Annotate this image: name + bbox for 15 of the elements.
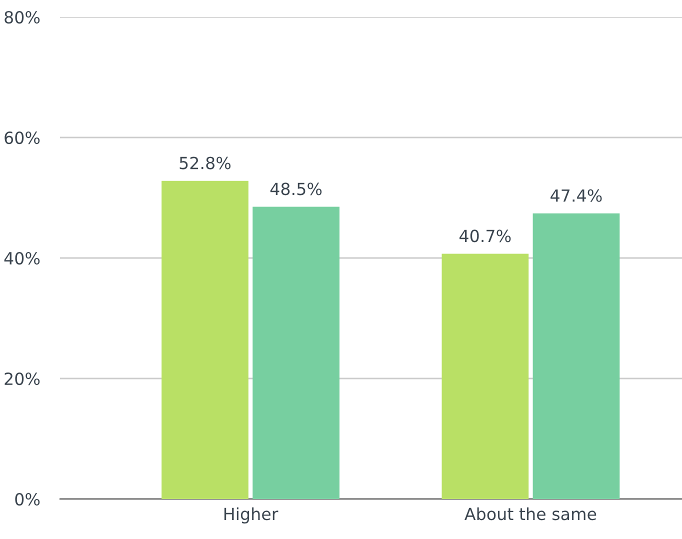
data-label: 52.8% [180,156,231,170]
bar [252,206,340,499]
x-tick-label: Higher [224,507,278,524]
y-tick-label: 40% [4,252,40,265]
bar [162,180,248,499]
data-label: 40.7% [460,230,511,242]
data-label: 48.5% [270,182,322,196]
y-tick-label: 60% [4,131,40,144]
x-tick-label: About the same [464,507,596,520]
y-tick-label: 20% [4,372,40,386]
bar [532,213,620,499]
data-label: 47.4% [550,189,602,202]
y-tick-label: 80% [4,10,40,24]
bar [442,254,529,499]
y-tick-label: 0% [15,492,40,506]
